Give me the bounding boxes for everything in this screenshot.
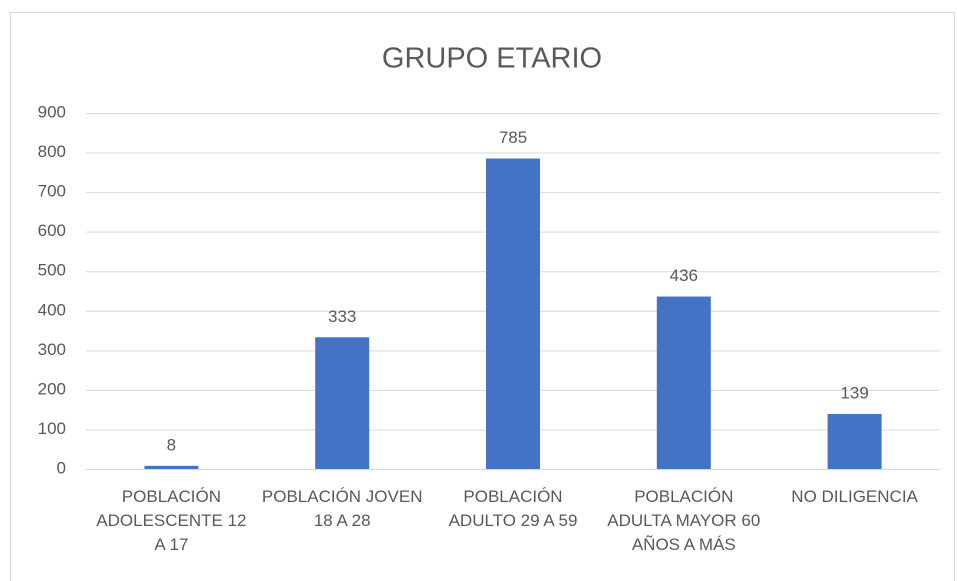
data-label: 8: [167, 435, 176, 454]
bar: [144, 465, 199, 469]
y-tick-label: 300: [38, 340, 66, 359]
x-tick-label: POBLACIÓN ADOLESCENTE 12 A 17: [96, 487, 246, 554]
chart-border: [10, 12, 955, 581]
data-label: 139: [840, 384, 868, 403]
y-tick-label: 500: [38, 261, 66, 280]
x-tick-label: POBLACIÓN JOVEN 18 A 28: [262, 487, 423, 530]
x-tick-label: POBLACIÓN ADULTO 29 A 59: [449, 487, 578, 530]
y-tick-label: 0: [57, 458, 66, 477]
label-line: POBLACIÓN: [122, 487, 221, 506]
bar: [827, 414, 882, 469]
label-line: POBLACIÓN: [463, 487, 562, 506]
y-tick-label: 700: [38, 182, 66, 201]
label-line: ADOLESCENTE 12: [96, 511, 246, 530]
y-tick-label: 400: [38, 300, 66, 319]
label-line: POBLACIÓN: [634, 487, 733, 506]
bar: [486, 158, 540, 469]
label-line: A 17: [154, 535, 188, 554]
data-label: 436: [670, 266, 698, 285]
x-tick-label: POBLACIÓN ADULTA MAYOR 60 AÑOS A MÁS: [607, 487, 760, 554]
y-tick-label: 200: [38, 379, 66, 398]
y-tick-label: 900: [38, 102, 66, 121]
y-tick-label: 800: [38, 142, 66, 161]
x-tick-label: NO DILIGENCIA: [791, 487, 918, 506]
chart-title: GRUPO ETARIO: [382, 43, 602, 75]
label-line: ADULTO 29 A 59: [449, 511, 578, 530]
label-line: POBLACIÓN JOVEN: [262, 487, 423, 506]
label-line: AÑOS A MÁS: [632, 535, 736, 554]
data-label: 333: [328, 307, 356, 326]
bar: [315, 337, 370, 469]
label-line: ADULTA MAYOR 60: [607, 511, 760, 530]
label-line: 18 A 28: [314, 511, 371, 530]
data-label: 785: [499, 128, 527, 147]
label-line: NO DILIGENCIA: [791, 487, 918, 506]
y-tick-label: 100: [38, 419, 66, 438]
bar: [656, 296, 711, 469]
y-tick-label: 600: [38, 221, 66, 240]
